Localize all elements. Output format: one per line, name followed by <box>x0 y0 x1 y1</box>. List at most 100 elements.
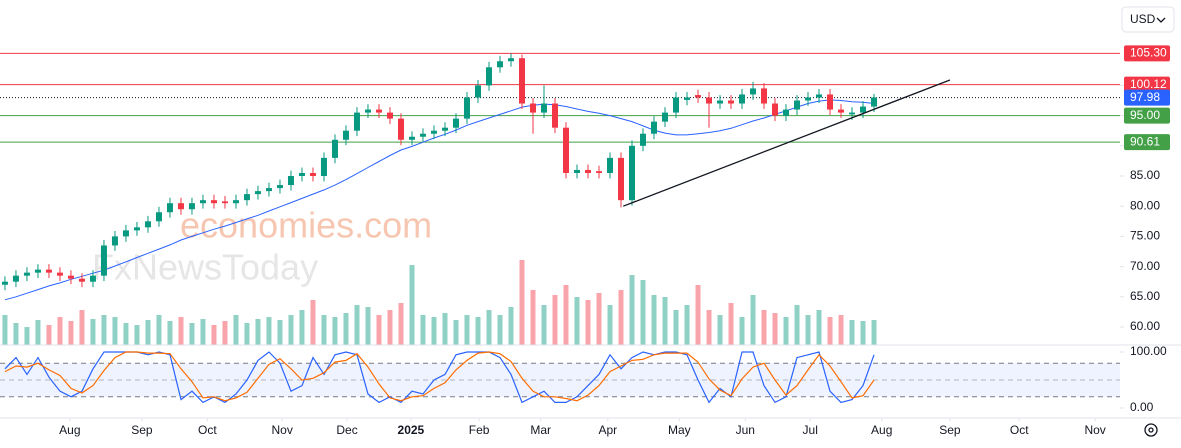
x-tick-label: Aug <box>59 423 80 437</box>
candle-body <box>606 157 613 173</box>
candle-body <box>684 97 691 100</box>
volume-bar <box>332 317 338 345</box>
volume-bar <box>365 307 371 345</box>
candle-body <box>23 272 30 276</box>
volume-bar <box>750 295 756 345</box>
volume-bar <box>805 315 811 345</box>
currency-button[interactable]: USD <box>1121 6 1175 33</box>
volume-bar <box>13 323 19 345</box>
level-label-box <box>1124 107 1170 124</box>
candle-body <box>397 118 404 140</box>
currency[interactable]: USD <box>1130 12 1156 26</box>
candle-body <box>805 97 812 101</box>
candle-body <box>331 139 338 158</box>
volume-bar <box>387 310 393 345</box>
level-label-box <box>1124 76 1170 93</box>
volume-bar <box>838 315 844 345</box>
currency-box[interactable] <box>1121 6 1175 33</box>
volume-bar <box>2 315 8 345</box>
candle-body <box>265 188 272 192</box>
x-tick-label: Mar <box>530 423 551 437</box>
candle-body <box>706 97 713 104</box>
x-tick-label: Jul <box>803 423 818 437</box>
candle-body <box>849 112 856 115</box>
caret[interactable] <box>1156 17 1166 23</box>
candle-body <box>144 221 151 228</box>
y-tick-label: 0.00 <box>1130 400 1154 414</box>
volume-bar <box>827 317 833 345</box>
volume-bar <box>442 313 448 345</box>
candle-body <box>728 100 735 104</box>
volume-bar <box>90 319 96 345</box>
candle-body <box>298 172 305 177</box>
candle-body <box>783 109 790 116</box>
volume-bar <box>134 325 140 345</box>
volume-bar <box>706 310 712 345</box>
candle-body <box>441 127 448 131</box>
y-tick-label: 70.00 <box>1130 259 1160 273</box>
candle-body <box>122 230 129 237</box>
volume-bar <box>585 300 591 345</box>
volume-bar <box>497 315 503 345</box>
volume-bar <box>662 297 668 345</box>
candle-body <box>772 103 779 116</box>
candle-body <box>408 136 415 140</box>
volume-bar <box>321 315 327 345</box>
volume-bar <box>167 321 173 345</box>
volume-bar <box>640 280 646 345</box>
candle-body <box>166 203 173 213</box>
candle-body <box>651 121 658 134</box>
gear-center[interactable] <box>1148 427 1154 433</box>
volume-bar <box>277 320 283 345</box>
candle-body <box>750 88 757 95</box>
volume-bar <box>200 319 206 345</box>
x-tick-label: Oct <box>1010 423 1029 437</box>
candle-body <box>474 85 481 98</box>
volume-bar <box>343 313 349 345</box>
candle-body <box>584 169 591 173</box>
candle-body <box>133 227 140 231</box>
volume-bar <box>68 321 74 345</box>
candle-body <box>430 130 437 134</box>
volume-bar <box>35 320 41 345</box>
volume-bar <box>629 275 635 345</box>
candle-body <box>56 272 63 276</box>
candle-body <box>221 201 228 204</box>
candle-body <box>629 145 636 201</box>
level-label: 95.00 <box>1130 108 1160 122</box>
settings-button[interactable] <box>1144 423 1158 437</box>
candle-body <box>254 191 261 195</box>
y-tick-label: 60.00 <box>1130 319 1160 333</box>
candle-body <box>386 112 393 119</box>
candle-body <box>309 172 316 177</box>
volume-bar <box>783 317 789 345</box>
volume-bar <box>46 325 52 345</box>
gear[interactable] <box>1144 423 1158 437</box>
level-label-box <box>1124 89 1170 106</box>
x-tick-label: Dec <box>336 423 357 437</box>
volume-bar <box>112 317 118 345</box>
candle-body <box>617 157 624 201</box>
volume-bar <box>24 327 30 345</box>
level-label-box <box>1124 134 1170 151</box>
candle-body <box>34 269 41 273</box>
volume-bar <box>57 317 63 345</box>
candle-body <box>111 236 118 246</box>
volume-bar <box>222 321 228 345</box>
candle-body <box>45 269 52 273</box>
y-tick-label: 100.00 <box>1130 344 1167 358</box>
candle-body <box>210 200 217 204</box>
volume-bar <box>849 320 855 345</box>
x-tick-label: Nov <box>1084 423 1105 437</box>
candle-body <box>816 94 823 98</box>
volume-bar <box>607 305 613 345</box>
candle-body <box>739 94 746 104</box>
volume-bar <box>354 305 360 345</box>
candle-body <box>761 88 768 104</box>
volume-bar <box>475 317 481 345</box>
candle-body <box>67 275 74 279</box>
candle-body <box>375 109 382 113</box>
volume-bar <box>530 290 536 345</box>
